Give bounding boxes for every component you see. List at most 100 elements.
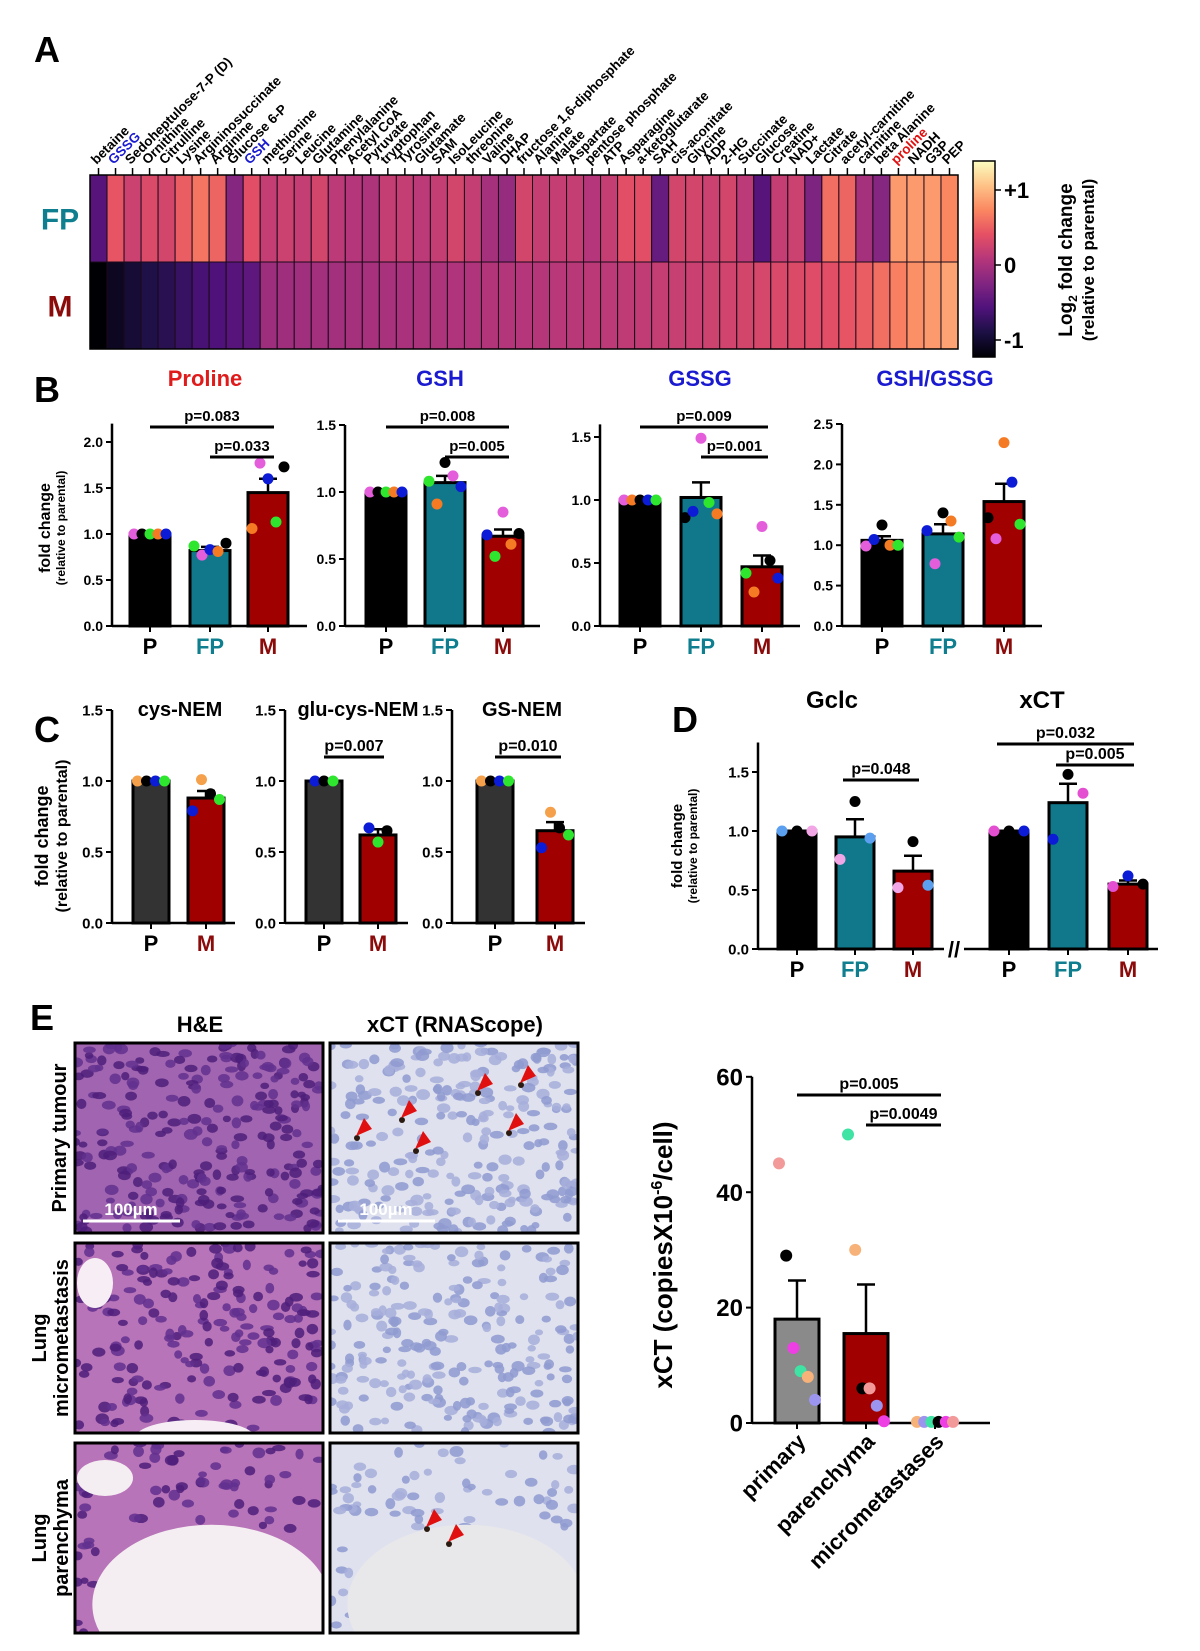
cell-nucleus xyxy=(80,1577,89,1584)
cell-nucleus xyxy=(200,1064,211,1076)
cell-nucleus xyxy=(293,1314,303,1323)
cell-nucleus xyxy=(139,1211,153,1221)
bar-p xyxy=(618,498,662,628)
cell-nucleus xyxy=(364,1507,379,1517)
cell-nucleus xyxy=(310,1292,323,1301)
cell-nucleus xyxy=(204,1098,216,1109)
p-value-label: p=0.009 xyxy=(676,408,731,425)
data-point xyxy=(152,528,164,540)
alveolar-space xyxy=(137,1420,253,1433)
cell-nucleus xyxy=(560,1195,572,1204)
panel-letter-d: D xyxy=(672,699,698,740)
he-image-lung-micrometastasis xyxy=(75,1243,323,1433)
cell-nucleus xyxy=(207,1291,221,1301)
cell-nucleus xyxy=(563,1088,577,1096)
cell-nucleus xyxy=(505,1105,515,1112)
row-label-lung-micrometastasis: Lung xyxy=(29,1314,51,1363)
cell-nucleus xyxy=(521,1245,532,1253)
data-point xyxy=(1107,880,1119,892)
cell-nucleus xyxy=(191,1220,201,1229)
bar-fp xyxy=(834,835,876,951)
cell-nucleus xyxy=(342,1493,354,1504)
image-border xyxy=(73,1041,325,1235)
cell-nucleus xyxy=(233,1133,248,1142)
cell-nucleus xyxy=(220,1446,232,1454)
data-point xyxy=(159,775,170,787)
cell-nucleus xyxy=(538,1272,548,1283)
cell-nucleus xyxy=(340,1111,351,1119)
rna-signal-dot xyxy=(475,1090,481,1096)
cell-nucleus xyxy=(432,1292,443,1303)
cell-nucleus xyxy=(97,1055,107,1066)
cell-nucleus xyxy=(356,1375,370,1383)
chart-title: glu-cys-NEM xyxy=(297,699,418,721)
cell-nucleus xyxy=(210,1462,222,1471)
heatmap-cell xyxy=(855,261,874,350)
y-tick-label: 1.5 xyxy=(84,480,104,496)
category-label: M xyxy=(259,634,277,659)
y-tick-label: 0.5 xyxy=(84,572,104,588)
cell-nucleus xyxy=(549,1399,562,1408)
heatmap-cell xyxy=(361,174,380,263)
cell-nucleus xyxy=(233,1362,244,1373)
cell-nucleus xyxy=(330,1178,339,1186)
cell-nucleus xyxy=(216,1203,227,1210)
cell-nucleus xyxy=(75,1551,83,1561)
cell-nucleus xyxy=(177,1095,191,1107)
bar-p xyxy=(131,779,171,925)
cell-nucleus xyxy=(219,1051,233,1060)
data-point xyxy=(270,516,282,528)
data-point xyxy=(554,822,565,834)
cell-nucleus xyxy=(417,1308,432,1316)
rna-signal-dot xyxy=(354,1135,360,1141)
heatmap-cell xyxy=(719,174,738,263)
cell-nucleus xyxy=(79,1503,92,1512)
cell-nucleus xyxy=(199,1298,209,1309)
cell-nucleus xyxy=(81,1152,93,1163)
cell-nucleus xyxy=(206,1123,218,1133)
cell-nucleus xyxy=(250,1100,259,1111)
cell-nucleus xyxy=(75,1577,83,1587)
cell-nucleus xyxy=(92,1092,107,1100)
data-point xyxy=(141,775,152,787)
cell-nucleus xyxy=(226,1173,239,1181)
cell-nucleus xyxy=(496,1294,510,1304)
bar-m xyxy=(481,534,525,628)
cell-nucleus xyxy=(340,1292,353,1303)
bar-chart-e: 0204060primaryparenchymamicrometastasesp… xyxy=(648,1064,990,1574)
cell-nucleus xyxy=(497,1225,509,1233)
cell-nucleus xyxy=(503,1111,514,1119)
data-point xyxy=(849,1243,862,1256)
cell-nucleus xyxy=(117,1170,131,1181)
data-point xyxy=(945,515,957,527)
cell-nucleus xyxy=(298,1394,313,1402)
heatmap-cell xyxy=(787,174,806,263)
heatmap-cell xyxy=(668,174,687,263)
cell-nucleus xyxy=(165,1328,175,1340)
cell-nucleus xyxy=(570,1147,578,1154)
colorbar-label: Log2 fold change xyxy=(1056,183,1080,336)
data-point xyxy=(776,825,788,837)
cell-nucleus xyxy=(113,1145,127,1156)
cell-nucleus xyxy=(396,1095,410,1106)
heatmap-cell xyxy=(378,261,397,350)
cell-nucleus xyxy=(345,1060,359,1069)
cell-nucleus xyxy=(451,1297,462,1304)
cell-nucleus xyxy=(223,1272,234,1280)
cell-nucleus xyxy=(139,1398,149,1407)
data-point xyxy=(196,774,207,786)
cell-nucleus xyxy=(167,1340,180,1348)
cell-nucleus xyxy=(257,1131,267,1140)
cell-nucleus xyxy=(520,1225,529,1233)
cell-nucleus xyxy=(565,1186,578,1197)
cell-nucleus xyxy=(479,1087,494,1098)
cell-nucleus xyxy=(242,1220,255,1229)
data-point xyxy=(513,528,525,540)
cell-nucleus xyxy=(279,1470,292,1479)
cell-nucleus xyxy=(467,1483,476,1491)
cell-nucleus xyxy=(523,1417,534,1425)
cell-nucleus xyxy=(382,1285,392,1296)
cell-nucleus xyxy=(230,1221,242,1230)
cell-nucleus xyxy=(112,1208,123,1220)
cell-nucleus xyxy=(330,1133,340,1144)
